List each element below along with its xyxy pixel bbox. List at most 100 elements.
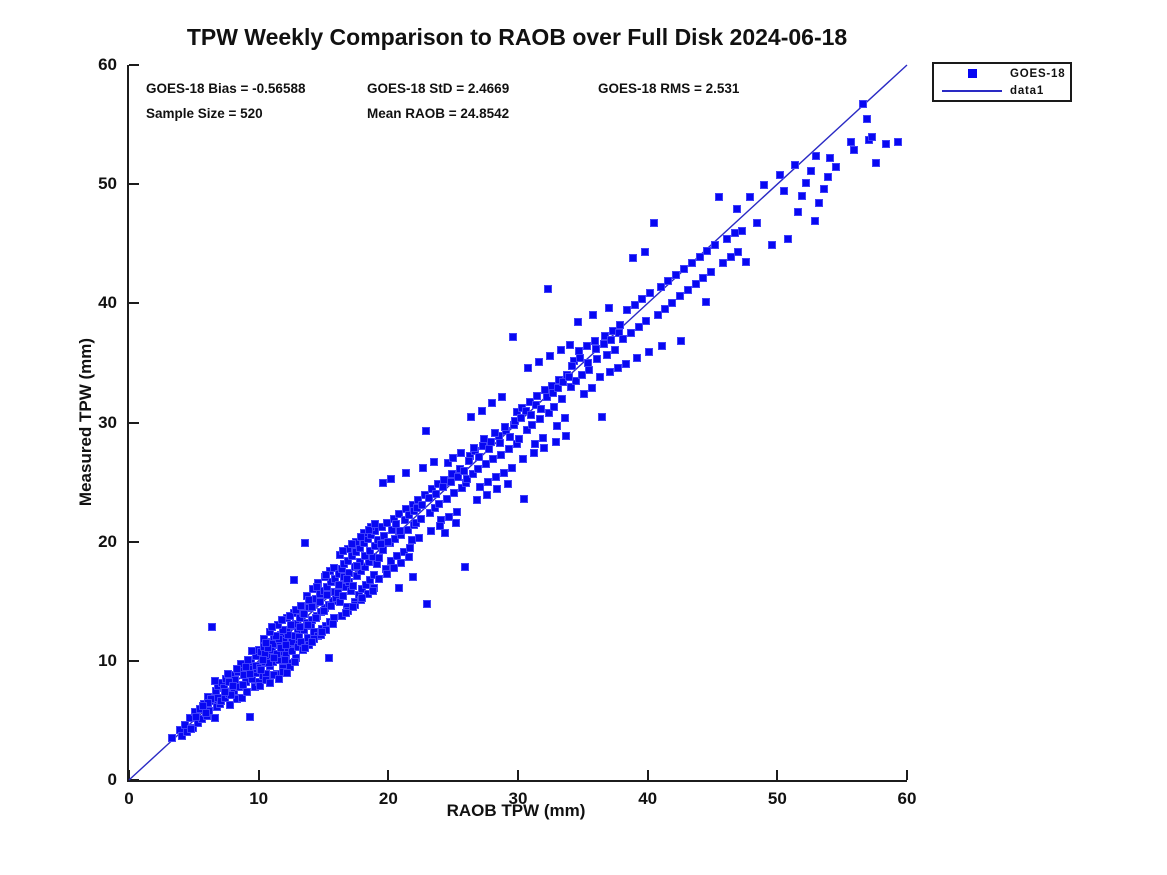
scatter-point: [598, 412, 607, 421]
scatter-point: [287, 621, 296, 630]
scatter-point: [490, 429, 499, 438]
scatter-point: [664, 276, 673, 285]
y-tick-mark: [129, 64, 139, 66]
scatter-point: [564, 373, 573, 382]
scatter-point: [341, 609, 350, 618]
scatter-point: [591, 344, 600, 353]
scatter-point: [595, 373, 604, 382]
scatter-point: [504, 444, 513, 453]
scatter-point: [497, 450, 506, 459]
scatter-point: [408, 573, 417, 582]
scatter-point: [289, 575, 298, 584]
scatter-point: [446, 478, 455, 487]
scatter-point: [783, 234, 792, 243]
scatter-point: [814, 199, 823, 208]
legend-label-data1: data1: [1010, 84, 1045, 97]
scatter-point: [301, 643, 310, 652]
scatter-point: [375, 574, 384, 583]
y-tick-mark: [129, 540, 139, 543]
scatter-point: [473, 464, 482, 473]
scatter-point: [360, 551, 369, 560]
scatter-point: [558, 394, 567, 403]
scatter-point: [429, 457, 438, 466]
scatter-point: [801, 178, 810, 187]
scatter-point: [329, 563, 338, 572]
scatter-point: [622, 306, 631, 315]
scatter-point: [660, 305, 669, 314]
scatter-point: [775, 170, 784, 179]
scatter-point: [538, 433, 547, 442]
scatter-point: [542, 393, 551, 402]
scatter-point: [394, 510, 403, 519]
scatter-point: [415, 534, 424, 543]
scatter-point: [278, 616, 286, 625]
scatter-point: [568, 362, 577, 371]
scatter-point: [556, 345, 565, 354]
scatter-point: [644, 348, 653, 357]
scatter-point: [629, 254, 638, 263]
scatter-point: [416, 515, 425, 524]
stat-sample-size: Sample Size = 520: [146, 106, 263, 121]
scatter-point: [600, 331, 609, 340]
scatter-point: [707, 268, 716, 277]
scatter-point: [262, 638, 271, 647]
y-axis-label: Measured TPW (mm): [76, 337, 95, 507]
scatter-point: [503, 480, 512, 489]
scatter-point: [582, 342, 591, 351]
scatter-point: [733, 205, 742, 214]
scatter-point: [823, 173, 832, 182]
scatter-point: [507, 463, 516, 472]
scatter-point: [893, 138, 902, 147]
legend-square-marker-icon: [967, 69, 977, 78]
scatter-point: [482, 491, 491, 500]
scatter-point: [389, 563, 398, 572]
scatter-point: [283, 668, 292, 677]
scatter-point: [201, 709, 210, 718]
scatter-point: [394, 584, 403, 593]
x-tick-mark: [387, 770, 390, 780]
scatter-point: [550, 403, 559, 411]
scatter-point: [313, 582, 322, 591]
scatter-point: [419, 463, 428, 472]
scatter-point: [383, 569, 392, 578]
scatter-point: [549, 388, 557, 397]
scatter-point: [633, 354, 642, 363]
scatter-point: [498, 393, 507, 402]
scatter-point: [338, 547, 347, 556]
scatter-point: [656, 282, 665, 291]
y-tick-label: 60: [98, 55, 117, 74]
scatter-point: [619, 335, 628, 344]
scatter-point: [646, 288, 655, 297]
scatter-point: [456, 449, 465, 458]
scatter-point: [577, 370, 586, 379]
scatter-point: [267, 623, 276, 632]
scatter-point: [488, 399, 497, 408]
y-tick-mark: [129, 302, 139, 305]
x-tick-mark: [646, 770, 649, 780]
scatter-point: [257, 666, 266, 675]
scatter-point: [677, 337, 686, 346]
scatter-point: [552, 422, 561, 431]
scatter-point: [358, 593, 367, 602]
scatter-point: [275, 674, 284, 683]
y-tick-mark: [129, 659, 139, 662]
scatter-point: [576, 354, 585, 363]
scatter-point: [348, 540, 357, 549]
scatter-point: [495, 438, 504, 447]
scatter-point: [449, 454, 458, 463]
scatter-point: [301, 538, 310, 547]
scatter-point: [324, 654, 333, 663]
y-tick-mark: [129, 183, 139, 186]
x-tick-label: 60: [897, 789, 917, 808]
scatter-point: [520, 494, 529, 503]
scatter-point: [668, 299, 677, 308]
scatter-point: [485, 444, 494, 453]
scatter-point: [357, 532, 366, 541]
scatter-point: [349, 603, 358, 612]
scatter-point: [453, 507, 462, 516]
scatter-point: [379, 479, 388, 488]
scatter-point: [791, 161, 800, 170]
stat-mean-raob: Mean RAOB = 24.8542: [367, 106, 510, 121]
scatter-point: [683, 286, 692, 295]
